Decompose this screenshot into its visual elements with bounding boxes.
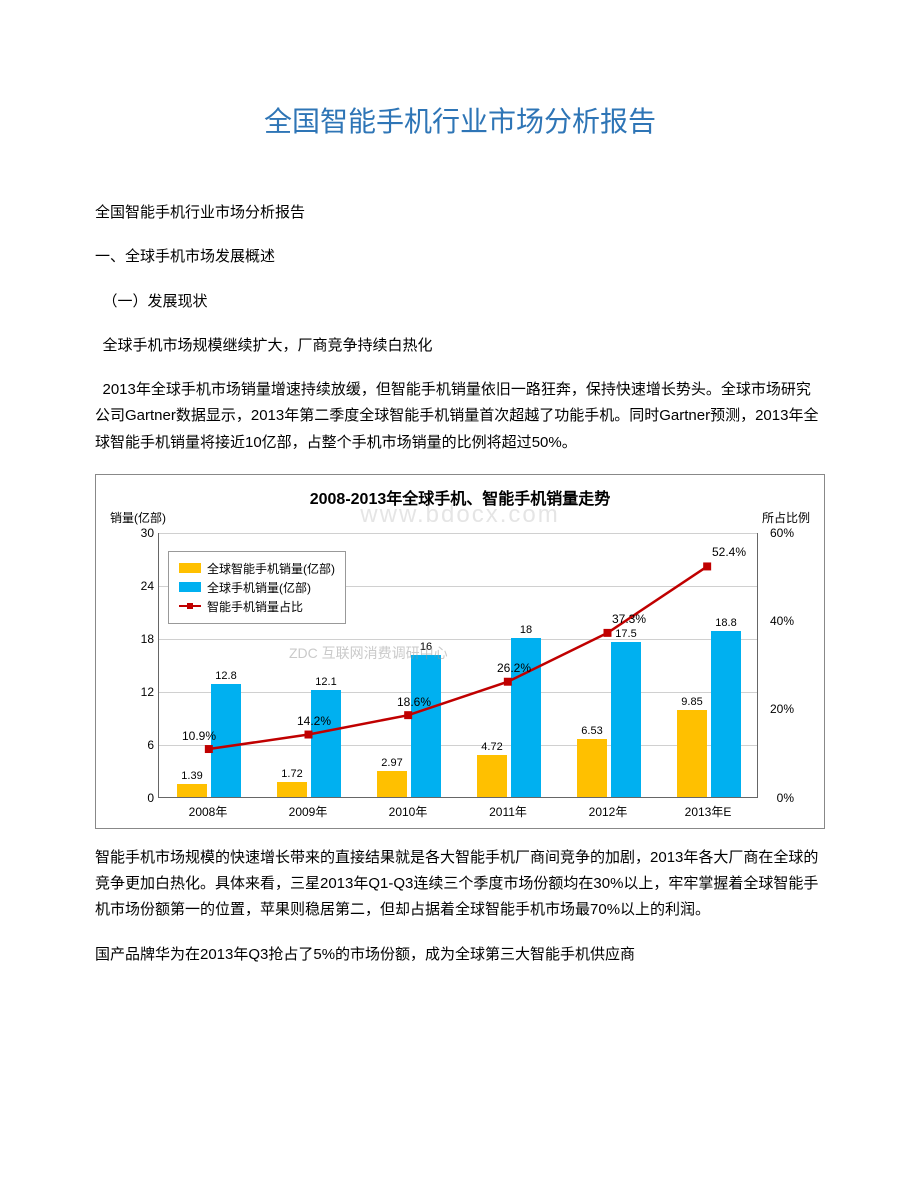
y-right-tick: 0% bbox=[777, 791, 794, 805]
ratio-label: 37.3% bbox=[612, 612, 646, 626]
bar-smart bbox=[677, 710, 707, 797]
ratio-label: 18.6% bbox=[397, 695, 431, 709]
gridline bbox=[159, 533, 757, 534]
legend-item-ratio: 智能手机销量占比 bbox=[179, 598, 335, 615]
y-left-tick: 6 bbox=[134, 738, 154, 752]
y-right-tick: 40% bbox=[770, 614, 794, 628]
gridline bbox=[159, 745, 757, 746]
x-tick: 2008年 bbox=[189, 803, 228, 820]
para-body-3: 国产品牌华为在2013年Q3抢占了5%的市场份额，成为全球第三大智能手机供应商 bbox=[95, 942, 825, 968]
x-tick: 2010年 bbox=[389, 803, 428, 820]
ratio-label: 14.2% bbox=[297, 714, 331, 728]
x-tick: 2009年 bbox=[289, 803, 328, 820]
para-body-1: 2013年全球手机市场销量增速持续放缓，但智能手机销量依旧一路狂奔，保持快速增长… bbox=[95, 377, 825, 456]
para-body-2: 智能手机市场规模的快速增长带来的直接结果就是各大智能手机厂商间竞争的加剧，201… bbox=[95, 845, 825, 924]
x-tick: 2012年 bbox=[589, 803, 628, 820]
bar-smart bbox=[577, 739, 607, 797]
swatch-smart bbox=[179, 563, 201, 573]
y-left-tick: 12 bbox=[134, 685, 154, 699]
bar-smart-label: 1.72 bbox=[272, 768, 312, 780]
para-subtitle: 全国智能手机行业市场分析报告 bbox=[95, 200, 825, 226]
legend-label-total: 全球手机销量(亿部) bbox=[207, 579, 311, 596]
bar-smart bbox=[377, 771, 407, 797]
legend-item-smart: 全球智能手机销量(亿部) bbox=[179, 560, 335, 577]
bar-total-label: 17.5 bbox=[606, 628, 646, 640]
y-left-tick: 30 bbox=[134, 526, 154, 540]
bar-total-label: 12.1 bbox=[306, 676, 346, 688]
legend-label-ratio: 智能手机销量占比 bbox=[207, 598, 303, 615]
para-section-1: 一、全球手机市场发展概述 bbox=[95, 244, 825, 270]
bar-total-label: 18.8 bbox=[706, 617, 746, 629]
x-tick: 2013年E bbox=[685, 803, 732, 820]
bar-smart bbox=[477, 755, 507, 797]
para-summary: 全球手机市场规模继续扩大，厂商竞争持续白热化 bbox=[95, 333, 825, 359]
y-left-tick: 24 bbox=[134, 579, 154, 593]
y-left-tick: 18 bbox=[134, 632, 154, 646]
gridline bbox=[159, 639, 757, 640]
legend-item-total: 全球手机销量(亿部) bbox=[179, 579, 335, 596]
bar-smart-label: 1.39 bbox=[172, 770, 212, 782]
bar-total bbox=[711, 631, 741, 797]
bar-total-label: 18 bbox=[506, 624, 546, 636]
bar-total bbox=[611, 642, 641, 797]
y-left-tick: 0 bbox=[134, 791, 154, 805]
chart-legend: 全球智能手机销量(亿部) 全球手机销量(亿部) 智能手机销量占比 bbox=[168, 551, 346, 624]
y-axis-left-label: 销量(亿部) bbox=[110, 509, 166, 526]
legend-label-smart: 全球智能手机销量(亿部) bbox=[207, 560, 335, 577]
ratio-label: 26.2% bbox=[497, 661, 531, 675]
chart-title: 2008-2013年全球手机、智能手机销量走势 bbox=[96, 475, 824, 513]
ratio-label: 10.9% bbox=[182, 729, 216, 743]
y-right-tick: 20% bbox=[770, 702, 794, 716]
para-section-1-1: （一）发展现状 bbox=[95, 289, 825, 315]
bar-smart-label: 4.72 bbox=[472, 741, 512, 753]
page-title: 全国智能手机行业市场分析报告 bbox=[95, 100, 825, 140]
bar-total-label: 16 bbox=[406, 641, 446, 653]
bar-smart bbox=[277, 782, 307, 797]
gridline bbox=[159, 692, 757, 693]
y-axis-right-label: 所占比例 bbox=[762, 509, 810, 526]
chart-container: 2008-2013年全球手机、智能手机销量走势 www.bdocx.com 销量… bbox=[95, 474, 825, 829]
bar-total bbox=[311, 690, 341, 797]
ratio-label: 52.4% bbox=[712, 545, 746, 559]
y-right-tick: 60% bbox=[770, 526, 794, 540]
bar-total-label: 12.8 bbox=[206, 670, 246, 682]
swatch-total bbox=[179, 582, 201, 592]
x-tick: 2011年 bbox=[489, 803, 527, 820]
swatch-ratio bbox=[179, 601, 201, 611]
bar-smart bbox=[177, 784, 207, 796]
chart-plot: 销量(亿部) 所占比例 全球智能手机销量(亿部) 全球手机销量(亿部) 智能手机… bbox=[96, 513, 824, 828]
bar-smart-label: 6.53 bbox=[572, 725, 612, 737]
bar-total bbox=[411, 655, 441, 796]
bar-smart-label: 2.97 bbox=[372, 757, 412, 769]
bar-smart-label: 9.85 bbox=[672, 696, 712, 708]
